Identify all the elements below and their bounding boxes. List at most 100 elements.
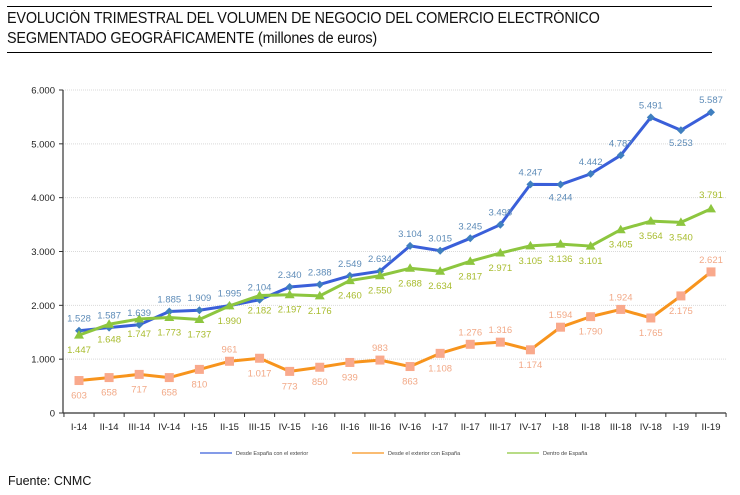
data-label: 2.388 (308, 267, 332, 278)
x-tick-label: II-19 (701, 422, 720, 433)
data-point-marker (646, 313, 656, 323)
data-label: 810 (191, 379, 207, 390)
data-point-marker (707, 108, 715, 117)
x-tick-label: I-19 (673, 422, 689, 433)
x-tick-label: III-16 (369, 422, 391, 433)
data-point-marker (104, 319, 115, 328)
data-point-marker (556, 180, 565, 189)
data-label: 3.564 (639, 231, 663, 242)
data-point-marker (586, 169, 595, 178)
title-line-2: SEGMENTADO GEOGRÁFICAMENTE (millones de … (7, 30, 378, 47)
data-point-marker (646, 113, 655, 122)
data-label: 4.247 (519, 167, 543, 178)
title-line-1: EVOLUCIÓN TRIMESTRAL DEL VOLUMEN DE NEGO… (7, 10, 600, 27)
data-point-marker (134, 369, 144, 379)
data-label: 717 (131, 384, 147, 395)
data-point-marker (135, 320, 144, 329)
data-label: 658 (101, 388, 117, 399)
data-point-marker (374, 270, 385, 280)
data-label: 2.971 (488, 263, 512, 274)
data-label: 2.176 (308, 306, 332, 317)
data-label: 1.276 (458, 327, 482, 338)
data-point-marker (134, 313, 145, 323)
data-label: 4.442 (579, 157, 603, 168)
data-label: 2.634 (368, 254, 392, 265)
data-point-marker (164, 312, 175, 322)
y-tick-label: 4.000 (31, 193, 55, 204)
data-point-marker (436, 246, 445, 255)
data-label: 5.491 (639, 100, 663, 111)
data-label: 2.621 (699, 255, 723, 266)
data-label: 2.460 (338, 291, 362, 302)
data-point-marker (616, 151, 625, 160)
data-labels-layer: 1.528 1.587 1.639 1.885 1.909 1.995 2.104 2.340… (67, 95, 723, 401)
data-label: 4.787 (609, 138, 633, 149)
data-point-marker (525, 240, 536, 250)
data-point-marker (405, 362, 415, 372)
x-tick-label: IV-17 (519, 422, 541, 433)
data-label: 1.447 (67, 345, 91, 356)
data-point-marker (616, 304, 626, 314)
chart-title: EVOLUCIÓN TRIMESTRAL DEL VOLUMEN DE NEGO… (7, 6, 712, 53)
data-label: 961 (222, 344, 238, 355)
data-label: 1.995 (218, 289, 242, 300)
data-label: 2.549 (338, 259, 362, 270)
data-point-marker (285, 366, 295, 376)
data-point-marker (435, 266, 446, 275)
data-point-marker (164, 373, 174, 383)
data-point-marker (74, 376, 84, 386)
data-label: 603 (71, 391, 87, 402)
data-label: 1.773 (157, 328, 181, 339)
data-point-marker (496, 220, 505, 229)
y-tick-label: 3.000 (31, 247, 55, 258)
data-label: 2.550 (368, 286, 392, 297)
data-point-marker (224, 356, 234, 366)
data-point-marker (255, 353, 265, 363)
legend-label: Dentro de España (543, 451, 588, 457)
data-label: 1.790 (579, 327, 603, 338)
data-point-marker (615, 224, 626, 234)
data-point-marker (495, 248, 506, 257)
data-label: 3.101 (579, 256, 603, 267)
data-label: 939 (342, 372, 358, 383)
data-label: 5.253 (669, 138, 693, 149)
data-label: 2.175 (669, 306, 693, 317)
x-tick-label: II-18 (581, 422, 600, 433)
data-label: 3.104 (398, 229, 422, 240)
legend-label: Desde España con el exterior (236, 451, 308, 457)
data-label: 3.136 (549, 254, 573, 265)
data-label: 3.540 (669, 232, 693, 243)
data-point-marker (344, 275, 355, 285)
y-tick-label: 0 (50, 409, 55, 420)
data-point-marker (706, 203, 716, 213)
data-point-marker (585, 241, 596, 250)
y-tick-label: 2.000 (31, 301, 55, 312)
data-label: 2.634 (428, 281, 452, 292)
data-label: 3.015 (428, 234, 452, 245)
data-label: 850 (312, 377, 328, 388)
data-label: 1.108 (428, 363, 452, 374)
data-label: 1.990 (218, 316, 242, 327)
data-point-marker (165, 307, 174, 316)
data-point-marker (495, 337, 505, 347)
data-point-marker (466, 234, 475, 243)
y-tick-label: 1.000 (31, 355, 55, 366)
data-label: 1.909 (187, 293, 211, 304)
x-tick-label: II-17 (461, 422, 480, 433)
data-point-marker (465, 339, 475, 349)
x-tick-label: II-14 (100, 422, 119, 433)
data-point-marker (284, 289, 295, 299)
data-label: 1.594 (549, 310, 573, 321)
data-label: 1.765 (639, 328, 663, 339)
series-line (78, 110, 712, 333)
data-label: 1.639 (127, 308, 151, 319)
x-tick-label: III-15 (249, 422, 271, 433)
data-point-marker (586, 312, 596, 322)
series-line (78, 207, 712, 337)
data-label: 1.885 (157, 295, 181, 306)
x-tick-label: IV-14 (158, 422, 180, 433)
data-point-marker (375, 355, 385, 365)
data-point-marker (345, 357, 355, 367)
x-tick-label: IV-18 (640, 422, 662, 433)
data-point-marker (314, 290, 325, 300)
